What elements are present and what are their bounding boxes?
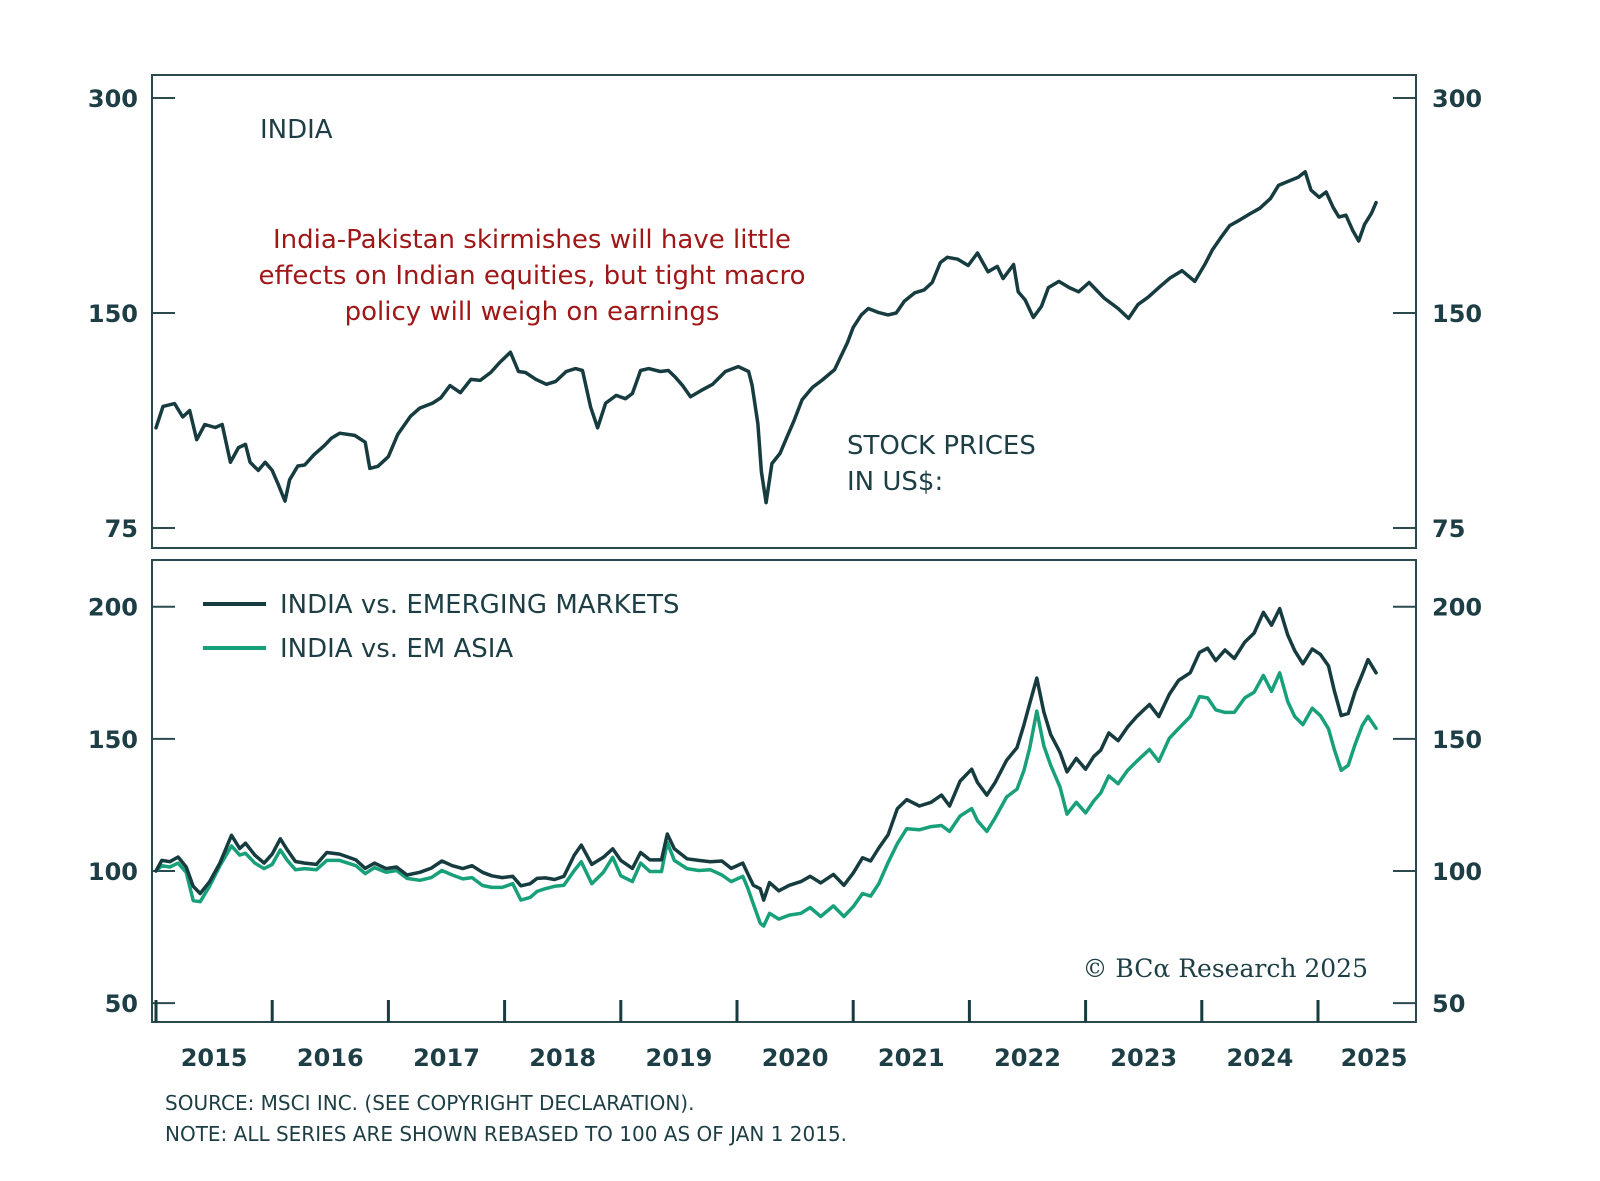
x-tick-label: 2022 bbox=[994, 1044, 1061, 1072]
annotation-line-2: effects on Indian equities, but tight ma… bbox=[259, 261, 806, 291]
top-panel-title: INDIA bbox=[260, 115, 333, 145]
india-vs-em-asia-line bbox=[154, 671, 1378, 928]
x-tick-label: 2018 bbox=[529, 1044, 596, 1072]
top-y-axis: 75 75 150 150 300 300 bbox=[88, 85, 1482, 543]
x-tick-label: 2016 bbox=[297, 1044, 364, 1072]
x-tick-label: 2025 bbox=[1341, 1044, 1408, 1072]
annotation-line-1: India-Pakistan skirmishes will have litt… bbox=[273, 225, 791, 255]
bottom-y-tick-label-right: 50 bbox=[1432, 990, 1465, 1018]
top-y-tick-label-right: 75 bbox=[1432, 515, 1465, 543]
x-tick-label: 2019 bbox=[646, 1044, 713, 1072]
india-vs-em-line bbox=[154, 606, 1378, 902]
bottom-y-tick-label-left: 100 bbox=[88, 858, 138, 886]
bottom-y-tick-label-left: 200 bbox=[88, 594, 138, 622]
top-y-tick-label-right: 300 bbox=[1432, 85, 1482, 113]
top-panel: 75 75 150 150 300 300 INDIA India-Pakistan sk… bbox=[88, 74, 1482, 549]
bottom-y-tick-label-left: 150 bbox=[88, 726, 138, 754]
bottom-y-tick-label-left: 50 bbox=[105, 990, 138, 1018]
x-tick-label: 2024 bbox=[1227, 1044, 1294, 1072]
x-axis: 2015 2016 2017 2018 2019 2020 2021 2022 2023 2024… bbox=[154, 1000, 1408, 1072]
series-label-line-2: IN US$: bbox=[847, 467, 943, 497]
x-tick-label: 2020 bbox=[762, 1044, 829, 1072]
x-tick-label: 2023 bbox=[1110, 1044, 1177, 1072]
rebase-note: NOTE: ALL SERIES ARE SHOWN REBASED TO 10… bbox=[165, 1122, 847, 1146]
x-tick-label: 2021 bbox=[878, 1044, 945, 1072]
annotation-line-3: policy will weigh on earnings bbox=[345, 297, 720, 327]
india-stock-price-line bbox=[154, 170, 1378, 505]
bottom-y-tick-label-right: 200 bbox=[1432, 594, 1482, 622]
bottom-y-tick-label-right: 150 bbox=[1432, 726, 1482, 754]
series-label-line-1: STOCK PRICES bbox=[847, 431, 1036, 461]
top-y-tick-label-left: 75 bbox=[105, 515, 138, 543]
bottom-y-axis: 50 50 100 100 150 150 200 200 bbox=[88, 594, 1482, 1018]
x-tick-label: 2015 bbox=[181, 1044, 248, 1072]
bottom-panel-frame bbox=[151, 559, 1417, 1023]
top-y-tick-label-left: 150 bbox=[88, 300, 138, 328]
legend: INDIA vs. EMERGING MARKETS INDIA vs. EM … bbox=[203, 590, 680, 664]
legend-label-em-asia: INDIA vs. EM ASIA bbox=[280, 634, 513, 664]
top-series-group bbox=[154, 170, 1378, 505]
x-tick-label: 2017 bbox=[413, 1044, 480, 1072]
bottom-series-group bbox=[154, 606, 1378, 928]
bottom-y-tick-label-right: 100 bbox=[1432, 858, 1482, 886]
top-y-tick-label-right: 150 bbox=[1432, 300, 1482, 328]
top-panel-frame bbox=[151, 74, 1417, 549]
top-y-tick-label-left: 300 bbox=[88, 85, 138, 113]
source-note: SOURCE: MSCI INC. (SEE COPYRIGHT DECLARA… bbox=[165, 1091, 694, 1115]
copyright: © BCα Research 2025 bbox=[1082, 954, 1368, 983]
legend-label-em: INDIA vs. EMERGING MARKETS bbox=[280, 590, 680, 620]
